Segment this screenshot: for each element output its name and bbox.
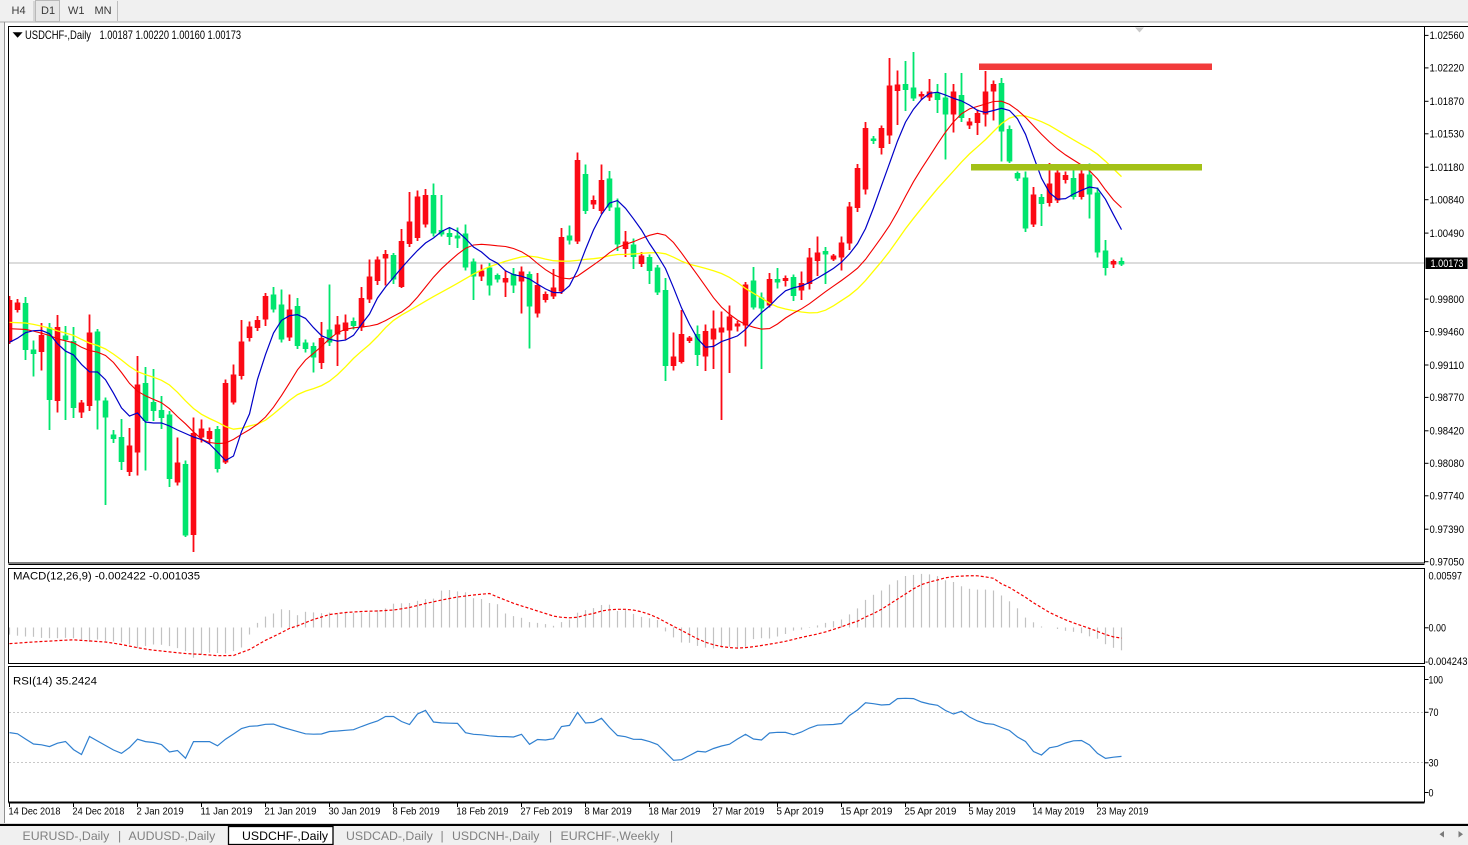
- svg-text:1.02560: 1.02560: [1430, 30, 1465, 42]
- svg-text:|: |: [118, 829, 121, 843]
- svg-text:8 Feb 2019: 8 Feb 2019: [393, 806, 440, 818]
- svg-text:1.01180: 1.01180: [1430, 162, 1465, 174]
- svg-text:0.00: 0.00: [1429, 623, 1447, 635]
- svg-text:0: 0: [1429, 787, 1434, 799]
- svg-text:5 May 2019: 5 May 2019: [969, 806, 1016, 818]
- svg-text:27 Feb 2019: 27 Feb 2019: [521, 806, 573, 818]
- svg-text:USDCHF-,Daily: USDCHF-,Daily: [242, 829, 329, 843]
- svg-text:14 May 2019: 14 May 2019: [1033, 806, 1085, 818]
- svg-text:1.00840: 1.00840: [1430, 195, 1465, 207]
- svg-text:23 May 2019: 23 May 2019: [1097, 806, 1149, 818]
- svg-text:5 Apr 2019: 5 Apr 2019: [777, 806, 824, 818]
- svg-text:EURCHF-,Weekly: EURCHF-,Weekly: [561, 829, 661, 843]
- svg-text:18 Feb 2019: 18 Feb 2019: [457, 806, 509, 818]
- svg-text:1.00173: 1.00173: [1431, 258, 1464, 270]
- svg-text:0.00597: 0.00597: [1429, 570, 1463, 582]
- svg-text:70: 70: [1429, 707, 1439, 719]
- svg-text:-0.004243: -0.004243: [1425, 656, 1468, 668]
- svg-text:0.99460: 0.99460: [1430, 326, 1465, 338]
- svg-text:8 Mar 2019: 8 Mar 2019: [585, 806, 632, 818]
- svg-text:1.00187 1.00220 1.00160 1.0017: 1.00187 1.00220 1.00160 1.00173: [100, 28, 242, 42]
- svg-text:30: 30: [1429, 758, 1439, 770]
- svg-text:0.97050: 0.97050: [1430, 557, 1465, 569]
- svg-text:|: |: [670, 829, 673, 843]
- svg-text:11 Jan 2019: 11 Jan 2019: [201, 806, 253, 818]
- svg-text:AUDUSD-,Daily: AUDUSD-,Daily: [129, 829, 217, 843]
- svg-text:1.00490: 1.00490: [1430, 228, 1465, 240]
- svg-text:25 Apr 2019: 25 Apr 2019: [905, 806, 957, 818]
- svg-text:2 Jan 2019: 2 Jan 2019: [137, 806, 184, 818]
- svg-text:0.99110: 0.99110: [1430, 360, 1465, 372]
- svg-text:MN: MN: [95, 5, 112, 17]
- svg-text:USDCAD-,Daily: USDCAD-,Daily: [346, 829, 434, 843]
- svg-text:0.97390: 0.97390: [1430, 524, 1465, 536]
- svg-text:USDCHF-,Daily: USDCHF-,Daily: [25, 28, 91, 42]
- svg-text:H4: H4: [12, 5, 26, 17]
- svg-text:27 Mar 2019: 27 Mar 2019: [713, 806, 765, 818]
- svg-text:18 Mar 2019: 18 Mar 2019: [649, 806, 701, 818]
- svg-text:W1: W1: [68, 5, 85, 17]
- svg-text:EURUSD-,Daily: EURUSD-,Daily: [23, 829, 111, 843]
- svg-text:0.98770: 0.98770: [1430, 392, 1465, 404]
- svg-text:0.98420: 0.98420: [1430, 426, 1465, 438]
- svg-text:RSI(14) 35.2424: RSI(14) 35.2424: [13, 676, 97, 688]
- svg-text:0.98080: 0.98080: [1430, 458, 1465, 470]
- svg-text:1.01870: 1.01870: [1430, 96, 1465, 108]
- svg-text:1.02220: 1.02220: [1430, 63, 1465, 75]
- svg-text:15 Apr 2019: 15 Apr 2019: [841, 806, 893, 818]
- svg-text:MACD(12,26,9) -0.002422 -0.001: MACD(12,26,9) -0.002422 -0.001035: [13, 571, 200, 583]
- svg-text:14 Dec 2018: 14 Dec 2018: [9, 806, 61, 818]
- svg-text:|: |: [549, 829, 552, 843]
- svg-text:21 Jan 2019: 21 Jan 2019: [265, 806, 317, 818]
- svg-text:|: |: [441, 829, 444, 843]
- svg-text:D1: D1: [41, 5, 55, 17]
- svg-text:30 Jan 2019: 30 Jan 2019: [329, 806, 381, 818]
- svg-text:1.01530: 1.01530: [1430, 129, 1465, 141]
- svg-text:0.97740: 0.97740: [1430, 491, 1465, 503]
- svg-text:0.99800: 0.99800: [1430, 294, 1465, 306]
- svg-text:100: 100: [1429, 674, 1444, 686]
- svg-text:24 Dec 2018: 24 Dec 2018: [73, 806, 125, 818]
- svg-text:USDCNH-,Daily: USDCNH-,Daily: [452, 829, 540, 843]
